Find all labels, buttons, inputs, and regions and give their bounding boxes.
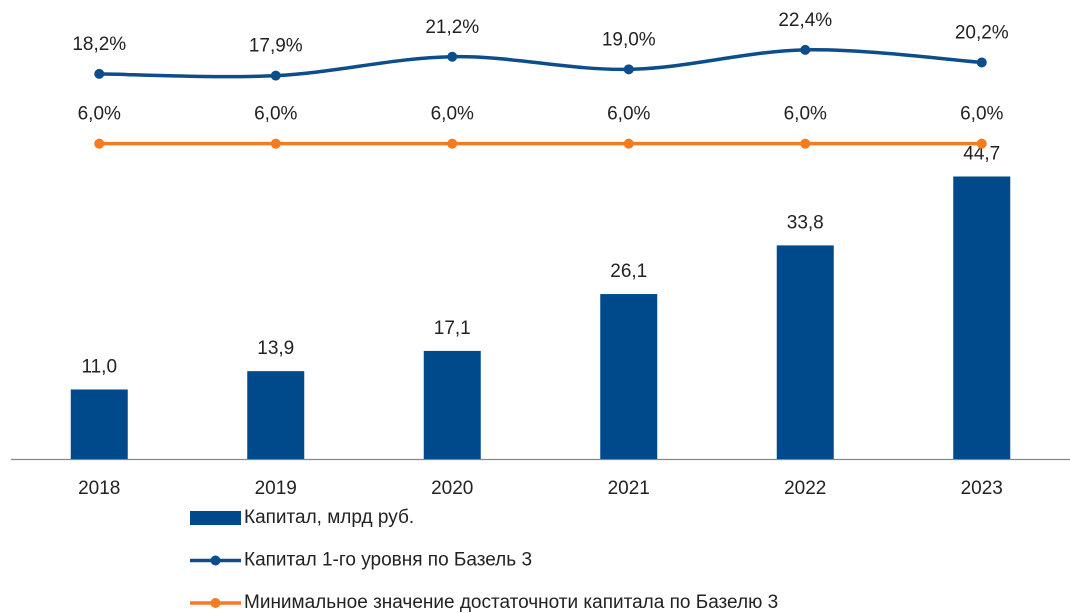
data-label: 33,8 <box>787 212 824 233</box>
line-point <box>270 70 281 81</box>
line-point <box>94 138 105 149</box>
data-label: 6,0% <box>784 104 827 125</box>
x-tick-label: 2019 <box>255 478 297 499</box>
data-label: 6,0% <box>78 104 121 125</box>
line-point <box>623 64 634 75</box>
data-label: 6,0% <box>431 104 474 125</box>
line-point <box>94 68 105 79</box>
data-label: 21,2% <box>425 17 479 38</box>
data-label: 17,9% <box>249 36 303 57</box>
line-point <box>447 138 458 149</box>
line-point <box>976 138 987 149</box>
line-point <box>800 44 811 55</box>
legend-label: Минимальное значение достаточноти капита… <box>244 592 778 613</box>
data-label: 22,4% <box>778 10 832 31</box>
data-label: 11,0 <box>81 356 117 377</box>
bar <box>70 389 128 459</box>
data-label: 26,1 <box>610 261 647 282</box>
line-point <box>270 138 281 149</box>
line-point <box>623 138 634 149</box>
bar <box>423 350 481 459</box>
x-tick-label: 2020 <box>431 478 473 499</box>
line-point <box>447 51 458 62</box>
legend-label: Капитал, млрд руб. <box>244 507 414 528</box>
bar <box>247 371 305 459</box>
data-label: 19,0% <box>602 29 656 50</box>
bar <box>776 245 834 459</box>
x-tick-label: 2018 <box>78 478 120 499</box>
data-label: 6,0% <box>960 104 1003 125</box>
line-point <box>976 57 987 68</box>
data-label: 20,2% <box>955 22 1009 43</box>
line <box>99 48 982 79</box>
x-tick-label: 2022 <box>784 478 826 499</box>
legend-label: Капитал 1-го уровня по Базель 3 <box>244 550 532 571</box>
data-label: 17,1 <box>434 318 471 339</box>
data-label: 6,0% <box>254 104 297 125</box>
x-tick-label: 2021 <box>608 478 650 499</box>
x-tick-label: 2023 <box>961 478 1003 499</box>
legend-swatch <box>190 511 241 525</box>
legend-swatch <box>210 555 221 566</box>
bar <box>600 294 658 459</box>
data-label: 18,2% <box>72 34 126 55</box>
data-label: 13,9 <box>257 338 294 359</box>
data-label: 44,7 <box>963 144 1000 165</box>
bar <box>953 176 1011 459</box>
data-label: 6,0% <box>607 104 650 125</box>
legend-swatch <box>210 598 221 608</box>
line-point <box>800 138 811 149</box>
